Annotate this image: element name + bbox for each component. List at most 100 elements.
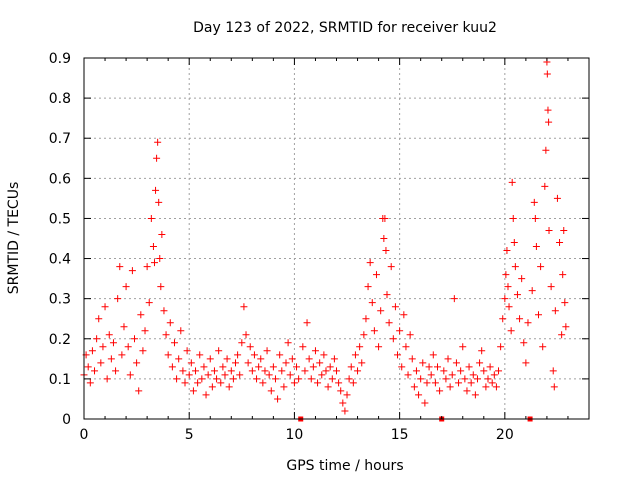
data-point (246, 343, 254, 351)
data-point (244, 359, 252, 367)
data-point (177, 327, 185, 335)
data-point (217, 379, 225, 387)
data-point (135, 387, 143, 395)
data-point (406, 331, 414, 339)
data-point (122, 283, 130, 291)
data-point (389, 335, 397, 343)
data-point (484, 375, 492, 383)
data-points (80, 58, 570, 415)
data-point (368, 299, 376, 307)
data-point (160, 307, 168, 315)
data-point (372, 271, 380, 279)
data-point (544, 106, 552, 114)
data-point (114, 295, 122, 303)
data-point (278, 367, 286, 375)
y-tick-label: 0.4 (49, 252, 71, 268)
data-point (95, 315, 103, 323)
data-point (469, 371, 477, 379)
data-point (427, 371, 435, 379)
data-point (147, 214, 155, 222)
data-point (370, 327, 378, 335)
data-point (381, 214, 389, 222)
x-tick-label: 5 (185, 427, 194, 443)
data-point (492, 383, 500, 391)
data-point (316, 359, 324, 367)
data-point (507, 327, 515, 335)
data-point (112, 367, 120, 375)
data-point (248, 367, 256, 375)
data-point (202, 391, 210, 399)
data-point (124, 343, 132, 351)
data-point (257, 355, 265, 363)
data-point (421, 399, 429, 407)
data-point (440, 367, 448, 375)
data-point (501, 295, 509, 303)
data-point (518, 275, 526, 283)
data-point (442, 375, 450, 383)
data-point (305, 355, 313, 363)
data-point (314, 379, 322, 387)
x-tick-label: 0 (80, 427, 89, 443)
data-point (431, 379, 439, 387)
data-point (502, 271, 510, 279)
data-point (166, 319, 174, 327)
data-point (434, 363, 441, 371)
data-point (550, 383, 558, 391)
data-point (530, 198, 538, 206)
data-point (206, 355, 214, 363)
data-point (520, 339, 528, 347)
grid-lines (84, 58, 589, 419)
data-point (562, 323, 570, 331)
data-point (116, 263, 124, 271)
x-axis-label: GPS time / hours (286, 458, 403, 474)
data-point (103, 375, 111, 383)
data-point (543, 70, 551, 78)
data-point (309, 363, 317, 371)
data-point (324, 383, 332, 391)
data-point (412, 367, 420, 375)
data-point (181, 379, 189, 387)
data-point (215, 347, 223, 355)
data-point (162, 331, 170, 339)
data-point (97, 359, 105, 367)
data-point (185, 371, 193, 379)
chart-title: Day 123 of 2022, SRMTID for receiver kuu… (193, 20, 497, 36)
data-point (394, 351, 402, 359)
data-point (156, 255, 164, 263)
data-point (558, 331, 566, 339)
data-point (155, 198, 163, 206)
data-point (358, 359, 366, 367)
data-point (545, 226, 553, 234)
data-point (208, 383, 216, 391)
data-point (240, 303, 248, 311)
data-point (545, 118, 553, 126)
y-tick-label: 0.6 (49, 171, 71, 187)
data-point (232, 359, 239, 367)
data-point (457, 367, 465, 375)
data-point (465, 363, 473, 371)
data-point (141, 327, 149, 335)
data-point (189, 387, 197, 395)
data-point (107, 355, 115, 363)
y-axis-label: SRMTID / TECUs (6, 182, 22, 295)
data-point (459, 343, 467, 351)
data-point (461, 375, 469, 383)
data-point (499, 315, 507, 323)
data-point (269, 363, 277, 371)
data-point (516, 315, 524, 323)
data-point (131, 335, 138, 343)
data-point (322, 367, 330, 375)
data-point (158, 230, 166, 238)
data-point (293, 363, 301, 371)
data-point (513, 291, 521, 299)
data-point (253, 375, 261, 383)
data-point (343, 391, 351, 399)
data-point (170, 339, 178, 347)
data-point (213, 375, 221, 383)
data-point (478, 347, 486, 355)
data-point (286, 371, 294, 379)
data-point (255, 363, 263, 371)
data-point (511, 263, 519, 271)
data-point (288, 355, 296, 363)
data-point (387, 263, 395, 271)
